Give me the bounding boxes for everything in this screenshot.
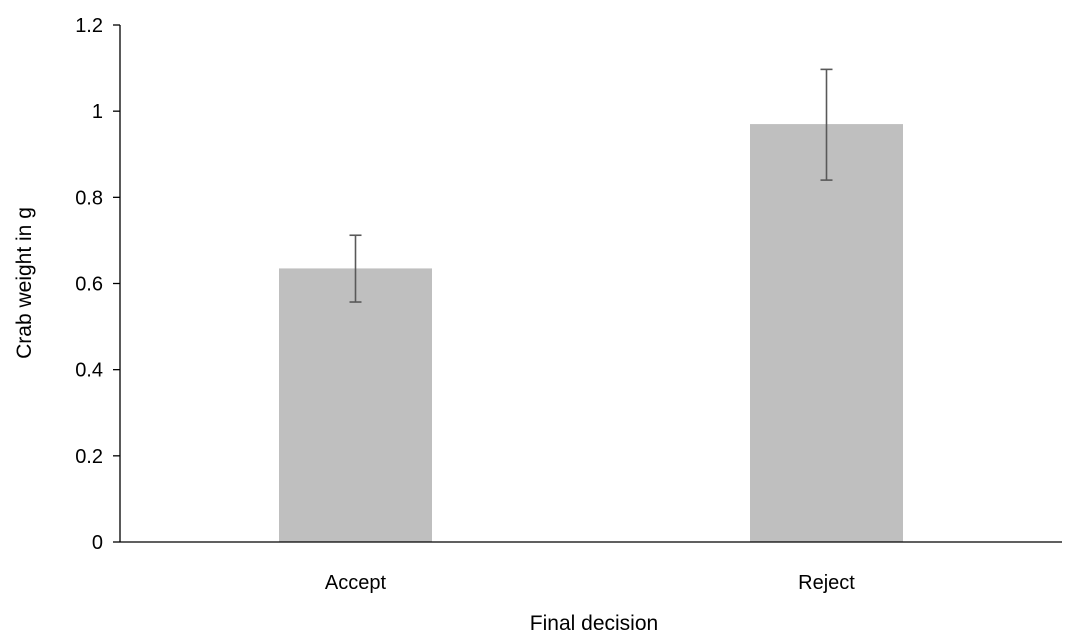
bar-reject — [750, 124, 903, 542]
y-tick-label: 0.4 — [75, 360, 103, 382]
y-tick-label: 1 — [92, 101, 103, 123]
x-tick-label-reject: Reject — [798, 572, 855, 594]
error-bars — [349, 68, 833, 303]
y-axis-title: Crab weight in g — [13, 207, 36, 359]
y-tick-label: 1.2 — [75, 15, 103, 37]
x-axis-title: Final decision — [530, 612, 658, 635]
bar-accept — [279, 268, 432, 542]
y-tick-label: 0.8 — [75, 187, 103, 209]
x-tick-label-accept: Accept — [325, 572, 387, 594]
y-tick-label: 0.6 — [75, 274, 103, 296]
x-axis: Accept Reject — [120, 541, 1062, 594]
y-tick-label: 0 — [92, 532, 103, 554]
bars — [279, 124, 903, 542]
y-tick-label: 0.2 — [75, 446, 103, 468]
y-axis: 0 0.2 0.4 0.6 0.8 1 1.2 — [75, 15, 121, 554]
